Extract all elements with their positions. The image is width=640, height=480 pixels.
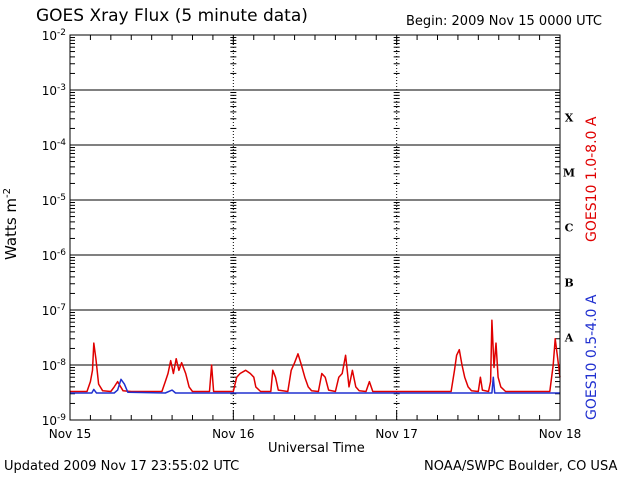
decade-grid [70, 89, 560, 366]
source-credit: NOAA/SWPC Boulder, CO USA [424, 459, 618, 474]
y-tick-label: 10-2 [42, 28, 66, 43]
y-tick-label: 10-9 [42, 413, 67, 428]
y-tick-label: 10-8 [42, 358, 67, 373]
plot-frame [69, 34, 561, 421]
x-tick-label: Nov 17 [375, 427, 418, 441]
updated-timestamp: Updated 2009 Nov 17 23:55:02 UTC [4, 459, 240, 474]
y-tick-label: 10-5 [42, 193, 66, 208]
chart-title: GOES Xray Flux (5 minute data) [36, 6, 308, 26]
x-tick-label: Nov 18 [539, 427, 582, 441]
flare-class-B: B [564, 277, 573, 290]
series-line-1 [70, 376, 560, 394]
axis-labels: 10-9 10-8 10-7 10-6 10-5 10-4 10-3 10-2 Nov 15 No… [42, 28, 582, 441]
x-tick-label: Nov 15 [49, 427, 92, 441]
flare-class-A: A [564, 332, 574, 345]
y-axis-title: Watts m-2 [2, 188, 20, 260]
legend-short-channel: GOES10 0.5-4.0 A [584, 294, 600, 420]
x-tick-label: Nov 16 [212, 427, 255, 441]
flare-class-X: X [565, 112, 574, 125]
y-axis-title-text: Watts m-2 [2, 187, 20, 260]
y-axis-title-exponent: -2 [2, 187, 13, 198]
y-tick-label: 10-6 [42, 248, 67, 263]
series-line-0 [70, 319, 561, 393]
y-tick-label: 10-4 [42, 138, 67, 153]
y-tick-label: 10-7 [42, 303, 66, 318]
series-layer [70, 319, 561, 394]
flare-class-M: M [563, 167, 575, 180]
x-axis-title: Universal Time [268, 441, 365, 456]
y-tick-label: 10-3 [42, 83, 66, 98]
axis-ticks [69, 35, 561, 421]
legend-long-channel: GOES10 1.0-8.0 A [584, 116, 600, 242]
begin-time: Begin: 2009 Nov 15 0000 UTC [406, 14, 602, 29]
flare-class-C: C [565, 222, 574, 235]
